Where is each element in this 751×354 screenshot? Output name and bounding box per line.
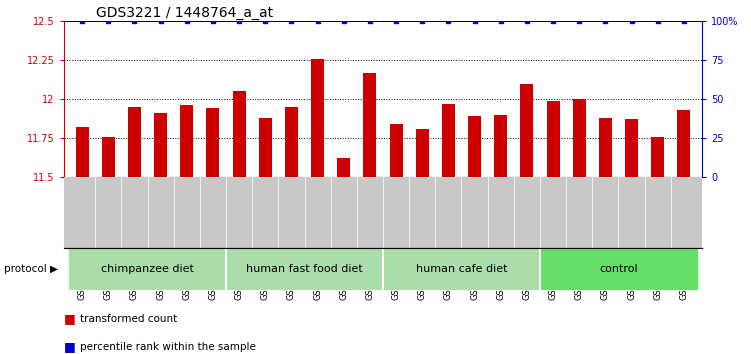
Text: human cafe diet: human cafe diet: [416, 264, 507, 274]
Bar: [442, 104, 455, 177]
Bar: [285, 107, 298, 177]
Bar: [363, 73, 376, 177]
Bar: [494, 115, 507, 177]
Text: GDS3221 / 1448764_a_at: GDS3221 / 1448764_a_at: [96, 6, 273, 20]
Text: chimpanzee diet: chimpanzee diet: [101, 264, 194, 274]
Bar: [540, 248, 697, 290]
Bar: [76, 127, 89, 177]
Text: ■: ■: [64, 341, 76, 353]
Bar: [102, 137, 115, 177]
Bar: [390, 124, 403, 177]
Bar: [416, 129, 429, 177]
Bar: [337, 158, 350, 177]
Text: percentile rank within the sample: percentile rank within the sample: [80, 342, 256, 352]
Bar: [520, 84, 533, 177]
Bar: [128, 107, 141, 177]
Bar: [573, 99, 586, 177]
Bar: [599, 118, 612, 177]
Bar: [154, 113, 167, 177]
Bar: [180, 105, 193, 177]
Text: control: control: [599, 264, 638, 274]
Text: transformed count: transformed count: [80, 314, 177, 324]
Bar: [69, 248, 226, 290]
Text: protocol ▶: protocol ▶: [4, 264, 58, 274]
Bar: [226, 248, 383, 290]
Bar: [468, 116, 481, 177]
Text: human fast food diet: human fast food diet: [246, 264, 363, 274]
Bar: [547, 101, 559, 177]
Bar: [311, 59, 324, 177]
Bar: [625, 119, 638, 177]
Bar: [677, 110, 690, 177]
Bar: [383, 248, 540, 290]
Bar: [233, 91, 246, 177]
Bar: [207, 108, 219, 177]
Text: ■: ■: [64, 312, 76, 325]
Bar: [651, 137, 664, 177]
Bar: [259, 118, 272, 177]
